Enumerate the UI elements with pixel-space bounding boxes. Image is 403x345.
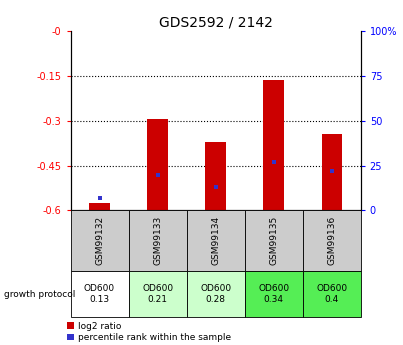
Text: growth protocol: growth protocol [4,289,75,299]
Text: GSM99132: GSM99132 [95,216,104,265]
Bar [264,80,284,210]
Text: OD600
0.28: OD600 0.28 [200,284,231,304]
Text: OD600
0.13: OD600 0.13 [84,284,115,304]
Text: GSM99133: GSM99133 [153,216,162,265]
Text: OD600
0.34: OD600 0.34 [258,284,289,304]
Bar [129,210,187,271]
Bar [245,271,303,317]
Bar [303,271,361,317]
Bar [129,271,187,317]
Bar [71,271,129,317]
Text: OD600
0.4: OD600 0.4 [316,284,347,304]
Text: OD600
0.21: OD600 0.21 [142,284,173,304]
Bar [187,210,245,271]
Legend: log2 ratio, percentile rank within the sample: log2 ratio, percentile rank within the s… [67,322,231,342]
Bar [206,142,226,210]
Bar [245,210,303,271]
Bar [147,119,168,210]
Title: GDS2592 / 2142: GDS2592 / 2142 [159,16,272,30]
Bar [89,203,110,210]
Bar [71,210,129,271]
Bar [303,210,361,271]
Bar [322,134,342,210]
Text: GSM99136: GSM99136 [327,216,336,265]
Text: GSM99135: GSM99135 [269,216,278,265]
Bar [187,271,245,317]
Text: GSM99134: GSM99134 [211,216,220,265]
